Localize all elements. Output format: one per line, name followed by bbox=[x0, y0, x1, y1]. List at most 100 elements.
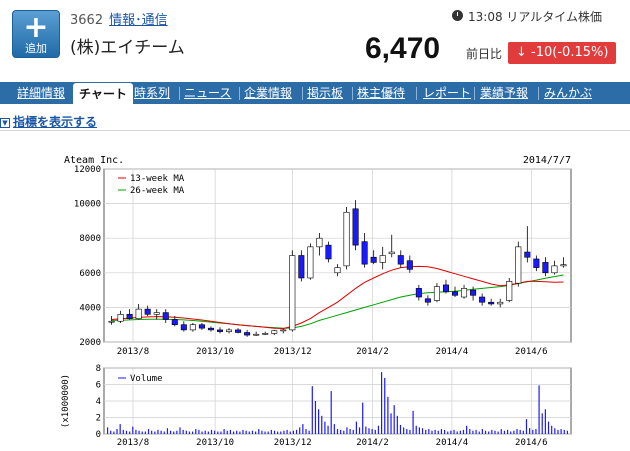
candle-down bbox=[488, 301, 495, 305]
price-date-label: 2013/10 bbox=[196, 347, 234, 357]
nav-divider bbox=[538, 87, 539, 100]
candle-up bbox=[433, 286, 440, 301]
moving-average-lines bbox=[111, 265, 564, 330]
price-tick-label: 6000 bbox=[79, 269, 101, 279]
candle-down bbox=[325, 244, 332, 260]
stock-chart: Ateam Inc. 2014/7/7 12000100008000600040… bbox=[0, 131, 630, 451]
tab-board[interactable]: 掲示板 bbox=[307, 86, 344, 100]
nav-divider bbox=[302, 87, 303, 100]
candle-down bbox=[298, 255, 305, 279]
candle-up bbox=[280, 329, 287, 332]
volume-date-axis: 2013/8 2013/10 2013/12 2014/2 2014/4 2014/6 bbox=[117, 438, 548, 448]
candle-up bbox=[135, 308, 142, 319]
ma13-line bbox=[111, 265, 564, 330]
candle-up bbox=[307, 246, 314, 279]
tab-report[interactable]: レポート bbox=[423, 86, 472, 100]
candle-down bbox=[406, 260, 413, 270]
candle-down bbox=[470, 289, 477, 296]
volume-bars bbox=[106, 372, 569, 434]
candle-down bbox=[451, 291, 459, 296]
quote-time: 13:08 リアルタイム株価 bbox=[468, 10, 603, 24]
candle-down bbox=[198, 324, 205, 329]
nav-divider bbox=[474, 87, 475, 100]
add-to-portfolio-button[interactable]: + 追加 bbox=[12, 10, 60, 58]
candle-down bbox=[207, 327, 214, 331]
show-indicators-link[interactable]: ▼ 指標を表示する bbox=[0, 113, 97, 130]
stock-code: 3662 bbox=[70, 13, 104, 28]
volume-tick-label: 6 bbox=[96, 381, 101, 391]
candle-down bbox=[424, 298, 431, 303]
chart-title: Ateam Inc. bbox=[64, 155, 124, 166]
candle-up bbox=[506, 281, 513, 301]
volume-date-label: 2014/6 bbox=[515, 438, 548, 448]
candle-down bbox=[162, 312, 169, 320]
candle-down bbox=[370, 256, 377, 263]
add-label: 追加 bbox=[25, 42, 47, 55]
tab-time-series[interactable]: 時系列 bbox=[134, 86, 171, 100]
tab-company-info[interactable]: 企業情報 bbox=[244, 86, 293, 100]
nav-divider bbox=[352, 87, 353, 100]
candle-down bbox=[126, 314, 133, 319]
volume-legend: Volume bbox=[118, 374, 163, 384]
price-date-label: 2014/4 bbox=[436, 347, 469, 357]
volume-unit-label: (x1000000) bbox=[61, 374, 71, 428]
candle-down bbox=[542, 262, 549, 274]
stock-code-line: 3662 情報･通信 bbox=[70, 9, 168, 28]
candle-down bbox=[244, 332, 251, 336]
volume-date-label: 2014/4 bbox=[436, 438, 469, 448]
sector-link[interactable]: 情報･通信 bbox=[109, 13, 168, 28]
tab-chart[interactable]: チャート bbox=[73, 83, 133, 104]
candle-up bbox=[289, 255, 296, 331]
volume-tick-label: 0 bbox=[96, 430, 101, 440]
candle-down bbox=[235, 329, 242, 333]
price-date-label: 2013/12 bbox=[274, 347, 312, 357]
candle-down bbox=[144, 308, 151, 315]
price-date-label: 2013/8 bbox=[117, 347, 150, 357]
candle-up bbox=[379, 255, 386, 263]
chart-background bbox=[0, 131, 630, 451]
volume-date-label: 2013/10 bbox=[196, 438, 234, 448]
volume-date-label: 2013/8 bbox=[117, 438, 150, 448]
candle-up bbox=[560, 264, 567, 267]
price-date-label: 2014/6 bbox=[515, 347, 548, 357]
candle-down bbox=[524, 251, 531, 258]
candle-up bbox=[262, 333, 269, 335]
candle-down bbox=[361, 241, 368, 265]
candle-up bbox=[343, 211, 350, 267]
tab-minkabu[interactable]: みんかぶ bbox=[544, 86, 593, 100]
tab-news[interactable]: ニュース bbox=[184, 86, 232, 100]
tab-earnings-forecast[interactable]: 業績予報 bbox=[480, 86, 529, 100]
price-tick-label: 8000 bbox=[79, 234, 101, 244]
tab-shareholder-benefits[interactable]: 株主優待 bbox=[357, 86, 406, 100]
candle-up bbox=[108, 320, 115, 323]
candle-down bbox=[216, 329, 224, 332]
price-change: -10(-0.15%) bbox=[531, 45, 609, 60]
show-indicators-label: 指標を表示する bbox=[13, 115, 98, 129]
candle-up bbox=[316, 237, 323, 248]
expand-icon: ▼ bbox=[0, 118, 10, 128]
prev-day-label: 前日比 bbox=[466, 47, 503, 61]
candle-up bbox=[334, 267, 341, 274]
legend-ma26: 26-week MA bbox=[130, 186, 185, 196]
tab-detail[interactable]: 詳細情報 bbox=[17, 86, 66, 100]
candle-up bbox=[189, 324, 196, 331]
plus-icon: + bbox=[23, 10, 49, 45]
price-tick-label: 12000 bbox=[74, 165, 101, 175]
price-axis: 12000 10000 8000 6000 4000 2000 bbox=[74, 165, 101, 348]
candle-down bbox=[352, 208, 359, 246]
current-price: 6,470 bbox=[365, 32, 441, 65]
nav-divider bbox=[239, 87, 240, 100]
candle-down bbox=[171, 319, 178, 325]
nav-divider bbox=[179, 87, 180, 100]
candle-down bbox=[415, 288, 422, 298]
candle-up bbox=[461, 288, 468, 298]
candle-up bbox=[117, 314, 124, 322]
price-tick-label: 10000 bbox=[74, 200, 101, 210]
candlesticks bbox=[108, 200, 567, 337]
volume-tick-label: 8 bbox=[96, 364, 101, 374]
candle-up bbox=[253, 333, 260, 336]
price-date-axis: 2013/8 2013/10 2013/12 2014/2 2014/4 2014/6 bbox=[117, 347, 548, 357]
candle-up bbox=[153, 312, 160, 315]
stock-nav-bar: 詳細情報 チャート 時系列 ニュース 企業情報 掲示板 株主優待 レポート 業績… bbox=[0, 82, 630, 104]
candle-up bbox=[388, 251, 395, 255]
